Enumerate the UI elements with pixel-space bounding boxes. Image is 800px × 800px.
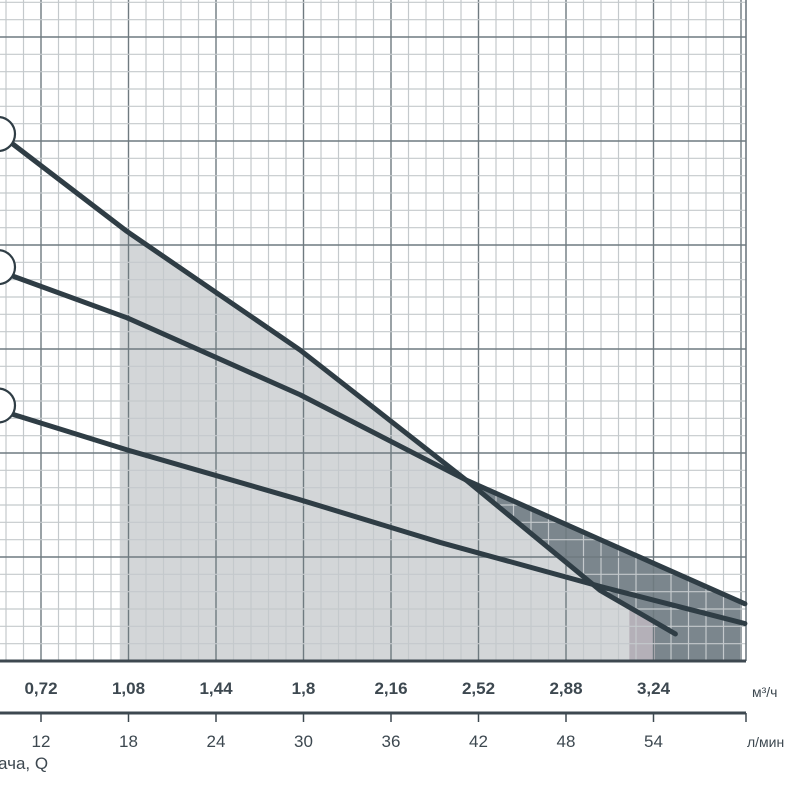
x-tick-label-m3h: 1,8 [292,679,316,698]
curve-label-circle-3 [0,387,17,424]
x-axis-unit-lpm: л/мин [747,734,784,750]
x-tick-label-lpm: 18 [119,732,138,751]
x-tick-label-lpm: 30 [294,732,313,751]
x-tick-label-m3h: 0,72 [24,679,57,698]
x-tick-label-m3h: 3,24 [637,679,671,698]
curve-label-circle-2 [0,249,17,286]
x-tick-label-m3h: 1,44 [199,679,233,698]
x-tick-label-m3h: 1,08 [112,679,145,698]
x-tick-label-lpm: 48 [557,732,576,751]
x-tick-label-m3h: 2,16 [374,679,407,698]
curve-label-circle-1 [0,116,17,153]
x-tick-label-lpm: 24 [207,732,226,751]
x-axis-unit-m3h: м³/ч [752,684,777,700]
x-tick-label-lpm: 42 [469,732,488,751]
x-tick-label-m3h: 2,88 [549,679,582,698]
x-tick-label-lpm: 36 [382,732,401,751]
x-tick-label-lpm: 54 [644,732,663,751]
x-tick-label-lpm: 12 [32,732,51,751]
x-tick-label-m3h: 2,52 [462,679,495,698]
x-axis-title: ача, Q [0,754,48,773]
shaded-region-light [119,225,630,662]
